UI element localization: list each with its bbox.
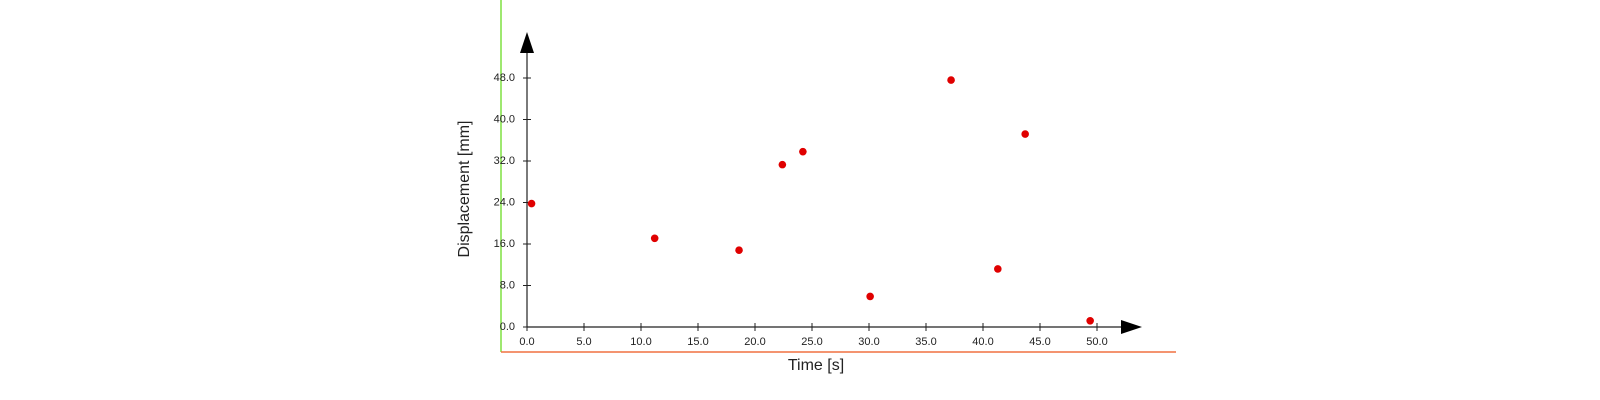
- x-axis-title: Time [s]: [788, 357, 844, 374]
- point: [1021, 130, 1029, 138]
- point: [866, 292, 874, 301]
- point: [650, 234, 659, 243]
- x-tick-label: 25.0: [801, 336, 822, 348]
- x-tick-label: 20.0: [744, 336, 765, 348]
- x-tick-label: 30.0: [858, 336, 879, 348]
- y-tick-label: 16.0: [494, 238, 515, 250]
- y-axis-arrow: [520, 32, 534, 53]
- x-tick-label: 15.0: [687, 336, 708, 348]
- x-axis-arrow: [1121, 320, 1142, 334]
- y-axis-title: Displacement [mm]: [456, 121, 473, 258]
- y-tick-label: 24.0: [494, 196, 515, 208]
- point: [735, 246, 743, 255]
- point: [994, 265, 1002, 273]
- point: [799, 147, 807, 156]
- x-tick-label: 35.0: [915, 336, 936, 348]
- x-tick-label: 0.0: [519, 336, 534, 348]
- point: [1086, 316, 1094, 325]
- x-tick-label: 10.0: [630, 336, 651, 348]
- point: [947, 76, 955, 84]
- y-tick-label: 0.0: [500, 321, 515, 333]
- x-tick-label: 5.0: [576, 336, 591, 348]
- x-tick-label: 50.0: [1086, 336, 1107, 348]
- point: [778, 160, 787, 169]
- y-tick-label: 32.0: [494, 155, 515, 167]
- x-tick-label: 45.0: [1029, 336, 1050, 348]
- x-tick-label: 40.0: [972, 336, 993, 348]
- y-tick-label: 48.0: [494, 72, 515, 84]
- point: [527, 199, 536, 208]
- y-tick-label: 40.0: [494, 113, 515, 125]
- y-tick-label: 8.0: [500, 279, 515, 291]
